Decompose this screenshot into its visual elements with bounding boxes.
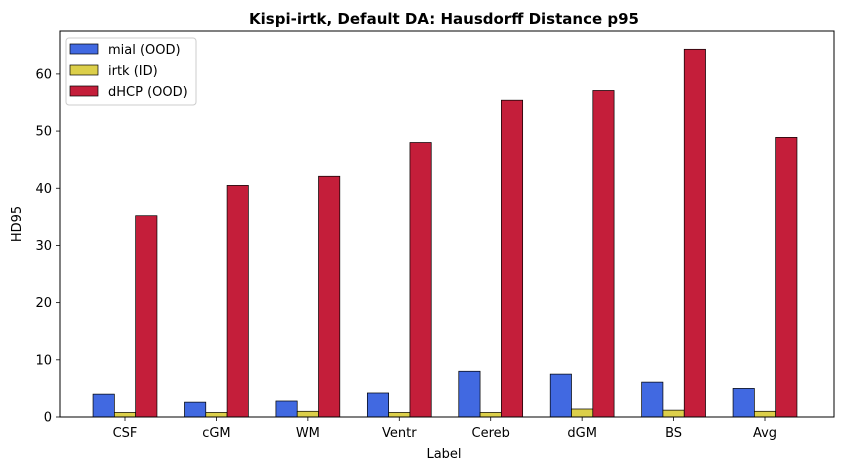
bar-avg-1 — [732, 388, 755, 418]
bar-dgm-1 — [549, 373, 572, 418]
bar-wm-1 — [275, 400, 298, 418]
x-tick-label: Cereb — [472, 426, 510, 441]
x-tick-label: dGM — [567, 426, 597, 441]
bar-bs-1 — [641, 381, 664, 418]
x-axis-ticks: CSF cGM WM Ventr Cereb dGM BS Avg — [113, 417, 777, 441]
x-axis-label: Label — [426, 447, 461, 462]
legend-frame — [65, 37, 197, 106]
bars-group — [92, 48, 798, 418]
bar-bs-2 — [662, 409, 685, 418]
x-tick-label: CSF — [113, 426, 138, 441]
legend: mial (OOD) irtk (ID) dHCP (OOD) — [65, 37, 197, 106]
bar-csf-2 — [113, 412, 136, 418]
legend-label: dHCP (OOD) — [108, 85, 188, 100]
y-axis-ticks: 0 10 20 30 40 50 60 — [35, 67, 60, 426]
y-tick-label: 20 — [35, 296, 52, 311]
y-tick-label: 0 — [44, 411, 52, 426]
bar-cgm-1 — [184, 401, 207, 418]
bar-wm-2 — [296, 410, 319, 418]
legend-label: irtk (ID) — [108, 64, 158, 79]
bar-csf-1 — [92, 393, 115, 418]
bar-cereb-3 — [501, 99, 524, 418]
bar-avg-3 — [775, 137, 798, 418]
bar-wm-3 — [318, 175, 341, 418]
x-tick-label: WM — [296, 426, 320, 441]
y-tick-label: 10 — [35, 353, 52, 368]
bar-cgm-2 — [205, 412, 228, 418]
bar-ventr-3 — [409, 142, 432, 418]
bar-cereb-2 — [479, 412, 502, 418]
bar-ventr-2 — [388, 412, 411, 418]
chart-title: Kispi-irtk, Default DA: Hausdorff Distan… — [249, 10, 639, 28]
y-tick-label: 60 — [35, 67, 52, 82]
x-tick-label: Avg — [753, 426, 777, 441]
y-tick-label: 30 — [35, 239, 52, 254]
x-tick-label: cGM — [202, 426, 230, 441]
bar-dgm-2 — [571, 408, 594, 418]
legend-swatch — [69, 85, 99, 97]
x-tick-label: BS — [665, 426, 682, 441]
legend-label: mial (OOD) — [108, 43, 181, 58]
y-tick-label: 40 — [35, 182, 52, 197]
y-axis-label: HD95 — [10, 206, 25, 242]
legend-swatch — [69, 43, 99, 55]
y-tick-label: 50 — [35, 125, 52, 140]
bar-cgm-3 — [226, 185, 249, 418]
bar-dgm-3 — [592, 90, 615, 418]
x-tick-label: Ventr — [382, 426, 417, 441]
bar-avg-2 — [754, 410, 777, 418]
bar-ventr-1 — [366, 392, 389, 418]
plot-frame — [59, 30, 835, 418]
legend-swatch — [69, 64, 99, 76]
bar-csf-3 — [135, 215, 158, 418]
bar-cereb-1 — [458, 370, 481, 418]
bar-bs-3 — [683, 48, 706, 418]
